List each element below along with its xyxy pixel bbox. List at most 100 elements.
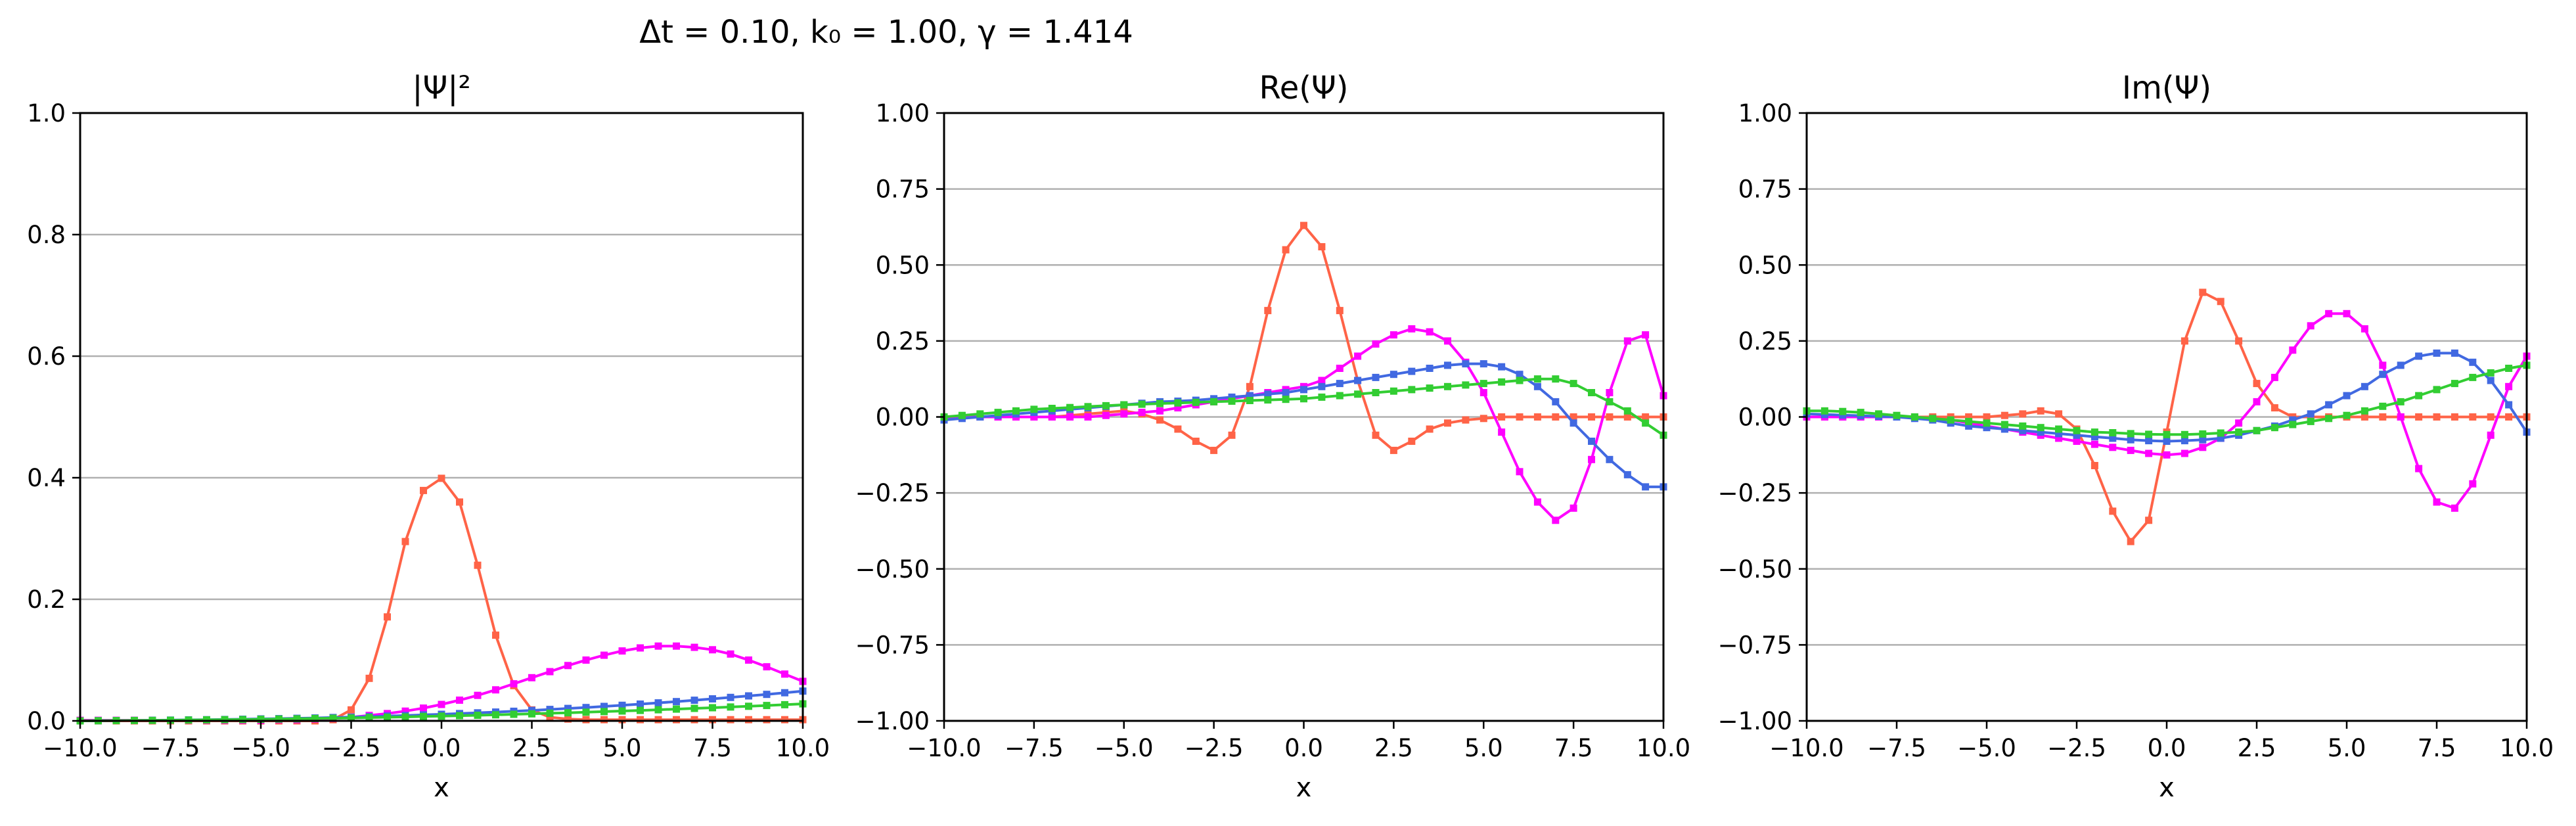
data-point (2361, 382, 2368, 390)
data-point (1336, 392, 1344, 400)
data-point (1623, 470, 1631, 478)
data-point (690, 643, 698, 651)
data-point (2055, 430, 2063, 438)
data-point (1947, 416, 1955, 424)
data-point (2451, 504, 2458, 512)
data-point (1426, 384, 1434, 392)
y-tick-label: −0.75 (855, 631, 930, 659)
data-point (2163, 430, 2171, 438)
data-point (1102, 402, 1110, 409)
data-point (474, 712, 482, 719)
x-tick-label: 2.5 (1374, 734, 1413, 762)
data-point (1983, 413, 1991, 421)
data-point (690, 704, 698, 712)
data-point (1246, 397, 1254, 404)
data-point (2145, 437, 2153, 445)
y-tick-label: 0.75 (1738, 175, 1792, 204)
data-point (1516, 377, 1524, 384)
data-point (673, 716, 680, 723)
data-point (1965, 422, 1973, 430)
data-point (1623, 407, 1631, 415)
data-point (1570, 419, 1577, 427)
x-tick-label: −10.0 (907, 734, 981, 762)
data-point (781, 670, 788, 678)
data-point (275, 715, 282, 723)
data-point (1012, 407, 1020, 415)
data-point (1156, 400, 1164, 407)
data-point (1300, 386, 1307, 394)
data-point (1408, 325, 1416, 333)
chart-panel-3: −10.0 −7.5 −5.0 −2.5 0.0 2.5 5.0 7.5 10.0 −1.00 −0… (1718, 70, 2554, 803)
y-tick-label: 0.25 (876, 327, 930, 356)
data-point (637, 644, 644, 652)
data-point (401, 707, 409, 715)
chart-panel-1: −10.0 −7.5 −5.0 −2.5 0.0 2.5 5.0 7.5 10.0 0.0 0.2 0… (27, 70, 830, 803)
data-point (1102, 411, 1110, 419)
y-tick-label: −0.25 (1718, 479, 1792, 507)
y-tick-label: −0.25 (855, 479, 930, 507)
data-point (1192, 398, 1200, 406)
data-point (654, 642, 662, 650)
data-point (1606, 398, 1614, 405)
data-point (2019, 426, 2027, 434)
data-point (1480, 415, 1487, 423)
data-point (1210, 446, 1218, 454)
data-point (781, 700, 788, 708)
data-point (2343, 310, 2351, 317)
data-point (1498, 428, 1506, 436)
data-point (1552, 398, 1560, 405)
data-point (1408, 438, 1416, 445)
data-point (1084, 413, 1092, 421)
data-point (1408, 367, 1416, 375)
data-point (2109, 434, 2117, 442)
data-point (2505, 382, 2513, 390)
data-point (690, 716, 698, 723)
data-point (1246, 392, 1254, 400)
data-point (329, 714, 337, 722)
data-point (582, 656, 590, 664)
y-tick-label: 0.25 (1738, 327, 1792, 356)
data-point (781, 716, 788, 723)
panel-title: Re(Ψ) (1259, 70, 1349, 106)
data-point (2199, 288, 2207, 296)
data-point (1318, 393, 1326, 401)
data-point (600, 702, 608, 710)
x-tick-label: −10.0 (1769, 734, 1843, 762)
x-tick-label: 10.0 (1637, 734, 1690, 762)
data-point (2000, 425, 2008, 433)
data-point (582, 704, 590, 712)
data-point (654, 699, 662, 707)
data-point (1480, 389, 1487, 396)
data-point (1498, 413, 1506, 421)
data-point (2199, 430, 2207, 438)
data-point (2397, 361, 2405, 369)
data-point (2289, 416, 2297, 424)
data-point (1282, 389, 1290, 396)
data-point (2433, 386, 2441, 394)
data-point (1570, 504, 1577, 512)
data-point (673, 705, 680, 713)
x-tick-label: −7.5 (1005, 734, 1064, 762)
data-point (600, 716, 608, 723)
data-point (564, 709, 572, 717)
data-point (2361, 407, 2368, 415)
data-point (2451, 380, 2458, 388)
data-point (1426, 328, 1434, 336)
data-point (2505, 401, 2513, 409)
data-point (1552, 516, 1560, 524)
data-point (239, 716, 246, 723)
data-point (763, 691, 771, 699)
data-point (1192, 438, 1200, 445)
data-point (1282, 396, 1290, 403)
x-axis-label: x (1296, 773, 1312, 803)
data-point (1552, 413, 1560, 421)
data-point (1390, 371, 1397, 379)
data-point (564, 662, 572, 670)
data-point (673, 698, 680, 706)
x-axis-label: x (2159, 773, 2175, 803)
data-point (1642, 419, 1650, 427)
data-point (2469, 373, 2477, 381)
data-point (1444, 361, 1451, 369)
data-point (1048, 413, 1056, 421)
